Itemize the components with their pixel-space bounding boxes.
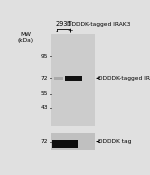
Text: 43: 43 <box>41 105 48 110</box>
Text: 72: 72 <box>41 76 48 81</box>
Bar <box>51 133 95 150</box>
Text: +: + <box>68 28 73 34</box>
Text: 55: 55 <box>41 91 48 96</box>
Bar <box>54 77 63 80</box>
Bar <box>65 76 82 81</box>
Text: DDDDK-tagged IRAK3: DDDDK-tagged IRAK3 <box>67 22 131 27</box>
Text: 293T: 293T <box>55 21 72 27</box>
Bar <box>52 140 78 148</box>
Text: DDDDK tag: DDDDK tag <box>98 139 132 144</box>
Text: 95: 95 <box>41 54 48 58</box>
Text: -: - <box>55 28 58 34</box>
Text: MW
(kDa): MW (kDa) <box>18 32 34 43</box>
Text: DDDDK-tagged IRAK3: DDDDK-tagged IRAK3 <box>98 76 150 81</box>
Bar <box>51 34 95 126</box>
Text: 72: 72 <box>41 139 48 144</box>
